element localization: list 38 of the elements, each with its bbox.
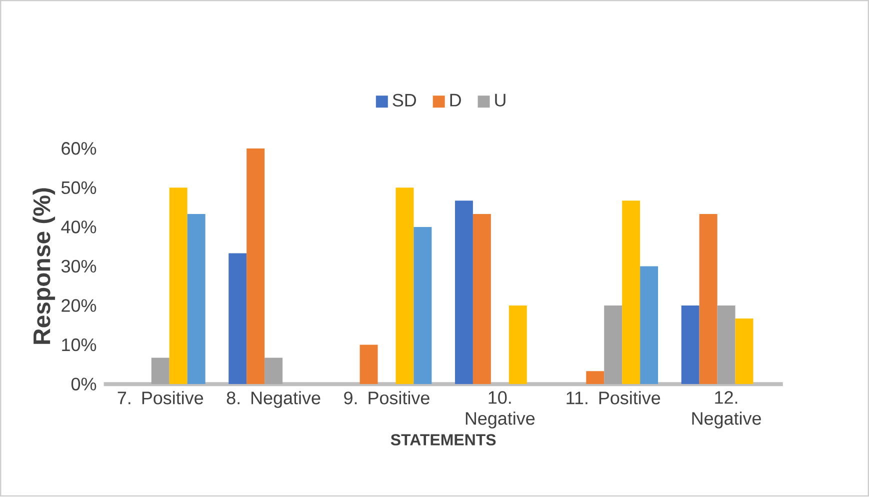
bar (454, 200, 473, 384)
y-tick-label: 0% (71, 378, 96, 391)
x-tick-label: 7. Positive (118, 391, 204, 405)
bar (717, 306, 736, 384)
y-axis-title: Response (%) (32, 188, 56, 344)
x-tick-label: 11. Positive (566, 391, 660, 405)
x-tick-label: 9. Positive (344, 391, 430, 405)
bar (228, 254, 247, 384)
legend-label: U (495, 94, 506, 107)
y-tick-label: 40% (61, 220, 96, 234)
bar (264, 358, 283, 384)
legend-label: SD (392, 94, 416, 107)
y-tick-label: 20% (62, 299, 96, 312)
x-axis-title: STATEMENTS (390, 434, 496, 446)
bar (735, 318, 754, 384)
y-tick-label: 60% (62, 142, 96, 156)
bar (681, 306, 700, 384)
bar (604, 306, 622, 384)
bar (622, 200, 640, 384)
bar (472, 214, 491, 384)
x-tick-label: 10. Negative (466, 391, 535, 429)
legend-label: D (450, 94, 461, 107)
bar (414, 227, 432, 384)
bar (187, 214, 206, 384)
y-tick-label: 50% (61, 182, 96, 194)
bar (151, 358, 170, 384)
bar (360, 345, 378, 384)
bar (586, 371, 604, 384)
y-tick-label: 10% (62, 338, 96, 352)
y-tick-label: 30% (61, 260, 96, 273)
bar (699, 214, 718, 384)
bar (169, 188, 188, 384)
bar (640, 266, 658, 384)
bar (508, 306, 527, 384)
bar (396, 188, 414, 384)
bar (246, 148, 265, 384)
x-tick-label: 12. Negative (692, 391, 761, 429)
x-tick-label: 8. Negative (226, 391, 320, 408)
